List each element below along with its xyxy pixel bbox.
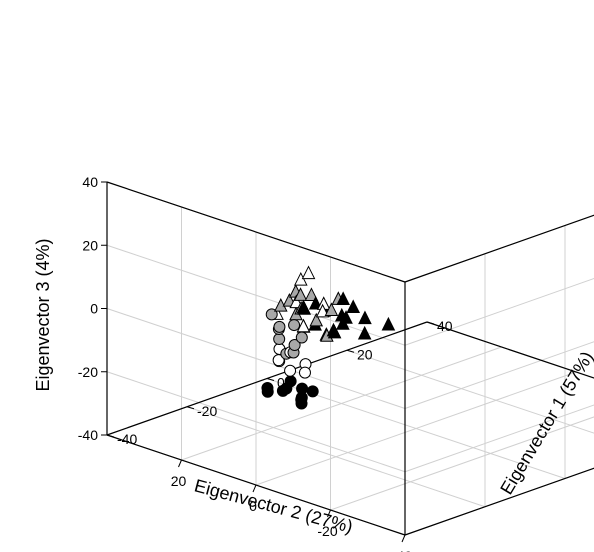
- gray-triangle-point: [309, 312, 324, 327]
- gray-circle-point: [295, 331, 308, 344]
- gray-triangle-point: [304, 287, 319, 301]
- x-tick-label: -40: [117, 431, 137, 447]
- black-circle-point: [284, 375, 297, 388]
- black-triangle-point: [346, 299, 361, 314]
- white-triangle-point: [301, 265, 316, 280]
- black-circle-point: [306, 385, 319, 398]
- white-circle-point: [284, 364, 297, 377]
- black-circle-point: [296, 382, 309, 395]
- black-triangle-point: [296, 299, 311, 314]
- black-triangle-point: [357, 325, 372, 340]
- gray-circle-point: [288, 319, 301, 332]
- z-tick-label: 20: [82, 237, 98, 253]
- gridline: [346, 349, 594, 434]
- gray-triangle-point: [324, 302, 339, 317]
- black-triangle-point: [381, 316, 396, 331]
- gridline: [181, 346, 502, 461]
- axis-edge: [106, 181, 406, 283]
- x-tick-label: -20: [197, 403, 217, 419]
- y-tick-label: -20: [317, 523, 337, 539]
- points-layer: [261, 265, 396, 410]
- gridline: [404, 277, 594, 346]
- black-circle-point: [295, 397, 308, 410]
- gridline: [106, 244, 406, 346]
- gridline: [404, 341, 594, 409]
- y-tick-label: 0: [249, 498, 257, 514]
- axis-edge: [426, 321, 594, 379]
- axis-edge: [404, 467, 594, 536]
- x-axis-label: Eigenvector 1 (57%): [496, 348, 594, 498]
- black-triangle-point: [336, 291, 350, 305]
- gridline: [106, 308, 406, 409]
- black-triangle-point: [358, 310, 372, 325]
- x-tick-label: 40: [437, 318, 453, 334]
- black-circle-point: [261, 385, 274, 398]
- x-tick-mark: [426, 321, 435, 325]
- black-triangle-point: [339, 310, 353, 324]
- gray-triangle-point: [293, 287, 308, 301]
- x-tick-label: 20: [357, 346, 373, 362]
- white-triangle-point: [315, 303, 330, 318]
- y-tick-mark: [327, 509, 331, 518]
- x-tick-mark: [106, 434, 115, 438]
- gray-circle-point: [273, 333, 286, 346]
- z-tick-label: -20: [78, 364, 98, 380]
- gray-circle-point: [273, 320, 286, 333]
- y-tick-label: -40: [392, 548, 412, 552]
- z-tick-label: -40: [78, 427, 98, 443]
- y-tick-mark: [252, 484, 257, 493]
- gray-circle-point: [265, 308, 278, 321]
- z-axis-label: Eigenvector 3 (4%): [33, 238, 53, 391]
- y-tick-mark: [178, 459, 182, 468]
- gray-circle-point: [288, 339, 301, 352]
- z-tick-label: 0: [90, 301, 98, 317]
- tick-labels: -40 -20 0 20 40 20 0 -20 -40 -40 -20 0 20 40: [78, 174, 453, 552]
- white-triangle-point: [296, 318, 311, 333]
- white-circle-point: [298, 366, 311, 379]
- axis-edge: [106, 434, 406, 536]
- x-tick-label: 0: [277, 375, 285, 391]
- x-tick-mark: [266, 378, 275, 381]
- x-tick-mark: [186, 406, 195, 410]
- gridline: [255, 371, 577, 486]
- black-triangle-point: [326, 322, 341, 337]
- black-triangle-point: [308, 295, 323, 310]
- y-tick-mark: [401, 534, 406, 543]
- y-tick-label: 20: [171, 473, 187, 489]
- z-tick-label: 40: [82, 174, 98, 190]
- axis-edge: [404, 214, 594, 283]
- x-tick-mark: [346, 349, 355, 353]
